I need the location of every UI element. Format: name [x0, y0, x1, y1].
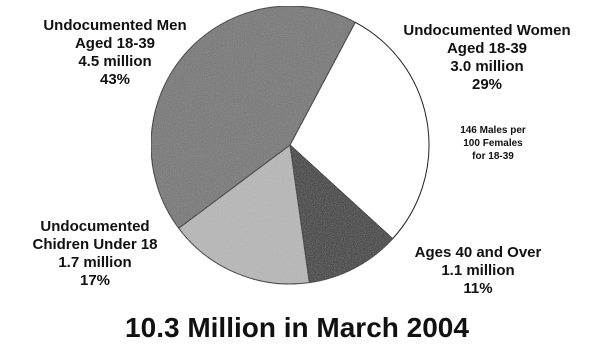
ratio-annotation: 146 Males per 100 Females for 18-39 — [426, 124, 560, 163]
slice-label-women-line2: Aged 18-39 — [446, 40, 528, 57]
pie-slice-2 — [289, 143, 394, 284]
slice-label-children: Undocumented Chidren Under 18 1.7 millio… — [0, 218, 190, 290]
slice-label-children-percent: 17% — [79, 272, 111, 289]
pie-slices — [150, 5, 430, 285]
slice-label-women: Undocumented Women Aged 18-39 3.0 millio… — [382, 22, 592, 94]
slice-label-40-over-line1: Ages 40 and Over — [414, 244, 542, 261]
ratio-annotation-line2: 100 Females — [463, 138, 523, 149]
pie-slice-1 — [289, 21, 430, 240]
slice-label-men: Undocumented Men Aged 18-39 4.5 million … — [2, 17, 228, 89]
slice-label-women-amount: 3.0 million — [450, 58, 524, 75]
slice-label-40-over: Ages 40 and Over 1.1 million 11% — [378, 244, 578, 298]
slice-label-children-line1: Undocumented — [40, 218, 150, 235]
slice-label-men-percent: 43% — [99, 71, 131, 88]
slice-label-women-percent: 29% — [471, 76, 503, 93]
slice-label-children-amount: 1.7 million — [58, 254, 132, 271]
pie-slice-4 — [150, 5, 356, 229]
slice-label-40-over-percent: 11% — [463, 280, 493, 297]
slice-label-men-amount: 4.5 million — [78, 53, 152, 70]
slice-label-men-line1: Undocumented Men — [43, 17, 187, 34]
slice-label-children-line2: Chidren Under 18 — [32, 236, 158, 253]
ratio-annotation-line3: for 18-39 — [472, 151, 514, 162]
slice-label-men-line2: Aged 18-39 — [74, 35, 156, 52]
slice-label-women-line1: Undocumented Women — [403, 22, 571, 39]
chart-title: 10.3 Million in March 2004 — [125, 312, 469, 343]
pie-slice-3 — [177, 144, 310, 285]
slice-label-40-over-amount: 1.1 million — [441, 262, 515, 279]
ratio-annotation-line1: 146 Males per — [460, 125, 526, 136]
